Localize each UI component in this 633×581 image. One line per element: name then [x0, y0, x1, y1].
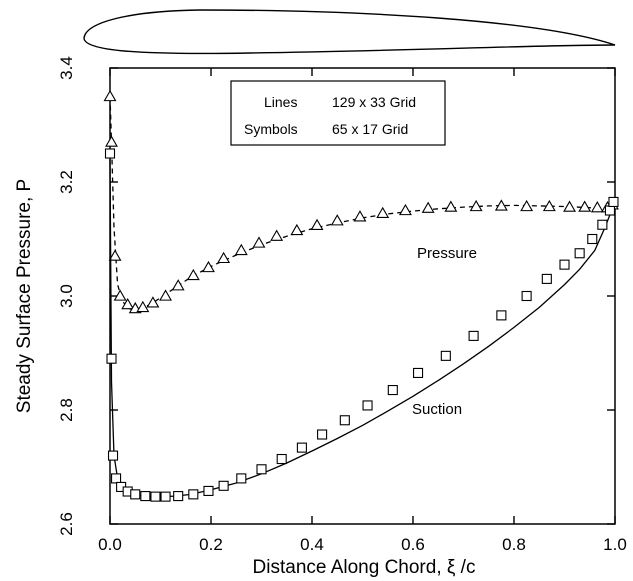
- suction-marker: [574, 248, 585, 259]
- y-tick-label: 2.6: [57, 512, 76, 536]
- suction-marker: [412, 367, 424, 379]
- annotation-pressure: Pressure: [417, 245, 477, 262]
- pressure-marker: [290, 223, 304, 236]
- suction-marker: [111, 473, 122, 484]
- suction-marker: [276, 453, 287, 465]
- suction-marker: [339, 415, 350, 426]
- suction-marker: [440, 350, 451, 361]
- suction-marker: [296, 442, 307, 453]
- pressure-marker: [136, 300, 150, 313]
- pressure-marker: [421, 201, 435, 213]
- suction-marker: [541, 273, 552, 284]
- y-tick-label: 3.0: [57, 284, 76, 308]
- y-axis-title: Steady Surface Pressure, P: [14, 179, 35, 413]
- pressure-marker: [520, 199, 534, 212]
- suction-marker: [587, 233, 598, 245]
- pressure-marker: [234, 243, 248, 256]
- annotation-suction: Suction: [412, 401, 462, 418]
- pressure-marker: [103, 89, 117, 102]
- series-layer: [103, 89, 619, 502]
- suction-marker: [106, 353, 117, 364]
- pressure-marker: [159, 289, 172, 301]
- x-tick-label: 0.8: [502, 535, 526, 554]
- pressure-marker: [108, 249, 122, 261]
- pressure-marker: [376, 206, 390, 219]
- legend-row-1-label: Lines: [264, 94, 297, 110]
- pressure-marker: [217, 251, 231, 264]
- suction-marker: [317, 429, 328, 440]
- suction-marker: [107, 450, 119, 461]
- pressure-marker: [542, 199, 556, 212]
- pressure-marker: [398, 203, 412, 216]
- pressure-marker: [310, 218, 324, 230]
- suction-line: [109, 159, 616, 498]
- x-axis-title: Distance Along Chord, ξ /c: [253, 557, 476, 578]
- suction-marker: [608, 196, 619, 207]
- pressure-marker: [590, 201, 604, 213]
- pressure-marker: [353, 210, 367, 222]
- pressure-marker: [202, 260, 215, 273]
- x-tick-label: 1.0: [603, 535, 627, 554]
- pressure-marker: [330, 214, 344, 226]
- y-tick-label: 2.8: [57, 398, 76, 422]
- pressure-marker: [469, 199, 483, 212]
- legend: Lines 129 x 33 Grid Symbols 65 x 17 Grid: [230, 80, 446, 146]
- suction-marker: [140, 491, 151, 502]
- legend-row-2-label: Symbols: [244, 121, 298, 137]
- y-tick-label: 3.2: [57, 170, 76, 194]
- pressure-marker: [444, 200, 458, 212]
- suction-marker: [387, 384, 398, 396]
- x-tick-label: 0.0: [98, 535, 122, 554]
- axis-ticks: 0.0 0.2 0.4 0.6 0.8 1.0 2.6 2.8 3.0 3.2 3.4: [57, 56, 627, 554]
- pressure-marker: [171, 279, 185, 291]
- pressure-marker: [270, 229, 284, 241]
- y-tick-label: 3.4: [57, 56, 76, 80]
- pressure-marker: [105, 135, 118, 147]
- suction-marker: [104, 148, 116, 159]
- suction-marker: [236, 473, 247, 484]
- pressure-marker: [121, 297, 135, 310]
- suction-marker: [130, 489, 141, 500]
- suction-marker: [521, 290, 532, 302]
- suction-marker: [468, 330, 479, 341]
- x-tick-label: 0.2: [199, 535, 223, 554]
- suction-marker: [604, 205, 616, 216]
- suction-marker: [256, 464, 267, 475]
- airfoil-outline: [83, 9, 616, 55]
- pressure-marker: [578, 200, 592, 212]
- legend-box: [230, 80, 446, 146]
- pressure-marker: [146, 296, 160, 308]
- pressure-marker: [113, 289, 127, 301]
- suction-marker: [150, 491, 161, 502]
- pressure-marker: [252, 236, 266, 248]
- suction-marker: [559, 259, 570, 270]
- legend-row-1-text: 129 x 33 Grid: [332, 94, 416, 110]
- suction-marker: [188, 489, 199, 500]
- suction-marker: [218, 480, 229, 491]
- x-tick-label: 0.4: [300, 535, 324, 554]
- pressure-marker: [563, 200, 576, 212]
- suction-marker: [160, 491, 171, 502]
- pressure-marker: [494, 199, 508, 211]
- suction-marker: [173, 491, 184, 502]
- suction-marker: [496, 310, 507, 321]
- pressure-line: [109, 96, 616, 310]
- suction-marker: [362, 400, 373, 411]
- x-tick-label: 0.6: [401, 535, 425, 554]
- pressure-marker: [186, 268, 200, 281]
- legend-row-2-text: 65 x 17 Grid: [332, 121, 408, 137]
- suction-marker: [597, 219, 608, 230]
- suction-marker: [203, 485, 214, 496]
